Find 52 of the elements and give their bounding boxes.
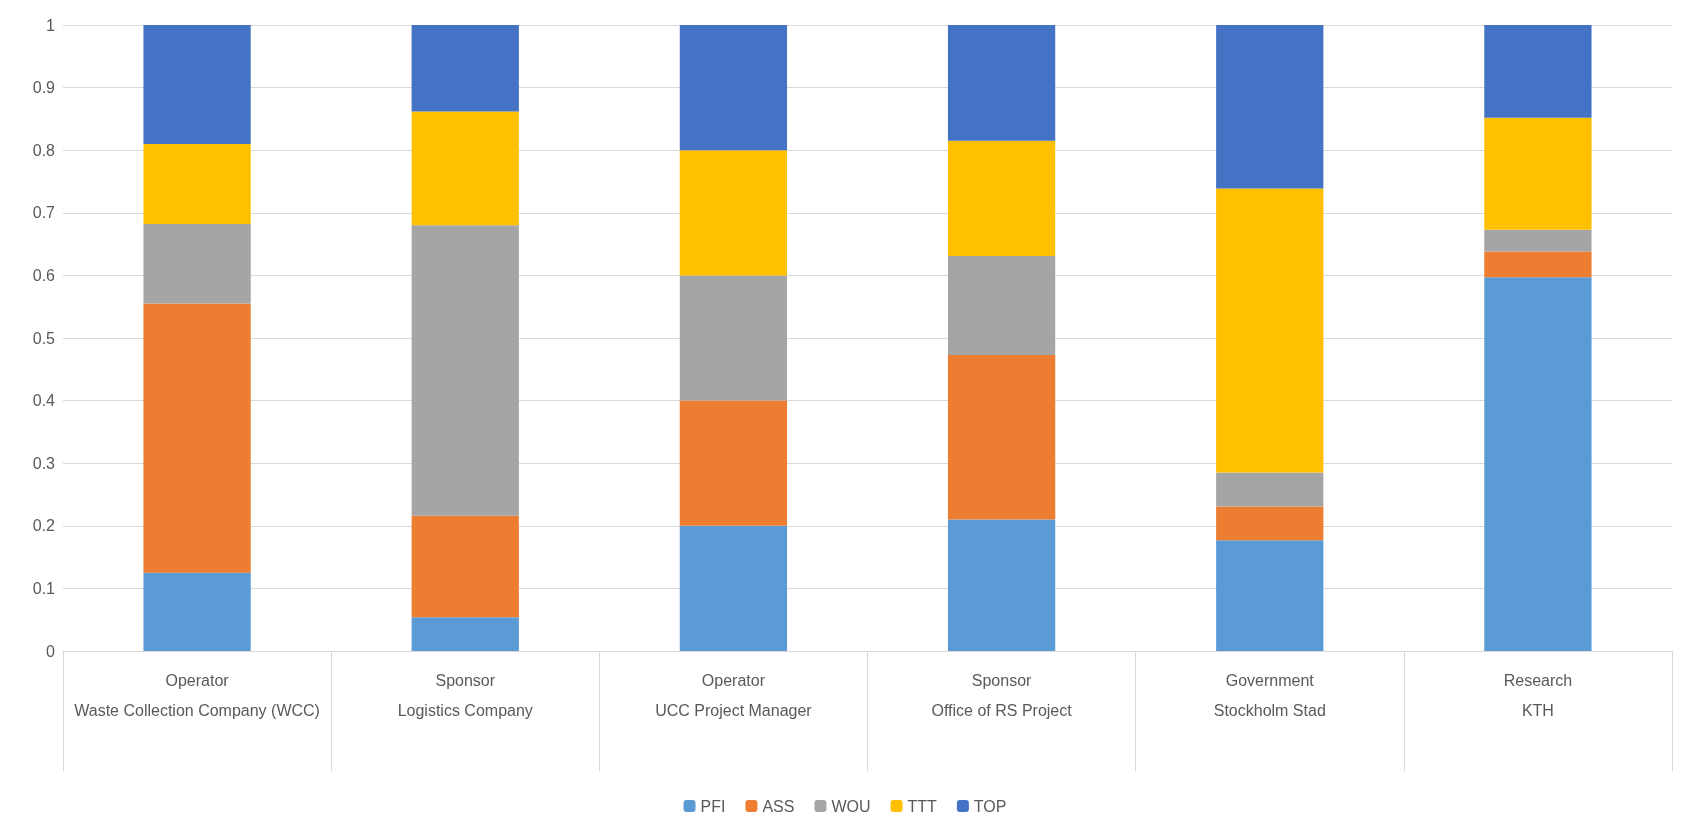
bar [143,303,251,573]
bar [411,111,519,226]
bar [1484,277,1592,651]
bar [679,275,788,401]
bar [679,525,788,651]
bar [679,25,788,151]
bar [411,225,519,516]
legend-label: PFI [700,797,726,815]
bar [143,224,251,304]
y-tick-label: 0 [46,642,56,660]
bar [947,25,1056,141]
bar [1484,251,1592,278]
bar [143,143,251,225]
bar [1216,472,1324,507]
bar [1216,506,1324,541]
bar [1484,117,1592,230]
y-tick-label: 0.8 [32,141,56,159]
legend-label: TOP [973,797,1007,815]
bar [947,140,1056,256]
bar [143,25,251,144]
y-tick-label: 0.6 [32,266,56,284]
x-tick-label: Sponsor Office of RS Project [931,671,1073,719]
legend-label: ASS [762,797,795,815]
y-tick-label: 0.4 [32,392,56,410]
bar [679,150,788,276]
bar [1484,229,1592,252]
y-tick-label: 0.1 [32,579,56,597]
bar [947,519,1056,651]
y-tick-label: 0.2 [32,517,56,535]
bar [411,617,519,651]
legend-label: TTT [907,797,938,815]
bar [411,515,519,618]
y-tick-label: 1 [46,16,56,34]
y-tick-label: 0.3 [32,454,56,472]
y-tick-label: 0.5 [32,329,56,347]
bar [947,354,1056,520]
bar [947,255,1056,355]
bar [1484,25,1592,118]
legend-label: WOU [831,797,871,815]
x-tick-label: Sponsor Logistics Company [397,671,533,719]
x-tick-label: Operator Waste Collection Company (WCC) [74,671,320,719]
y-tick-label: 0.9 [32,79,56,97]
x-tick-label: Government Stockholm Stad [1213,671,1326,719]
bar [411,25,519,112]
bar [1216,540,1324,651]
bar [1216,188,1324,473]
y-tick-label: 0.7 [32,204,56,222]
x-tick-label: Operator UCC Project Manager [655,671,813,719]
bar [143,572,251,651]
bar [679,400,788,526]
x-tick-label: Research KTH [1503,671,1573,719]
bar [1216,25,1324,189]
